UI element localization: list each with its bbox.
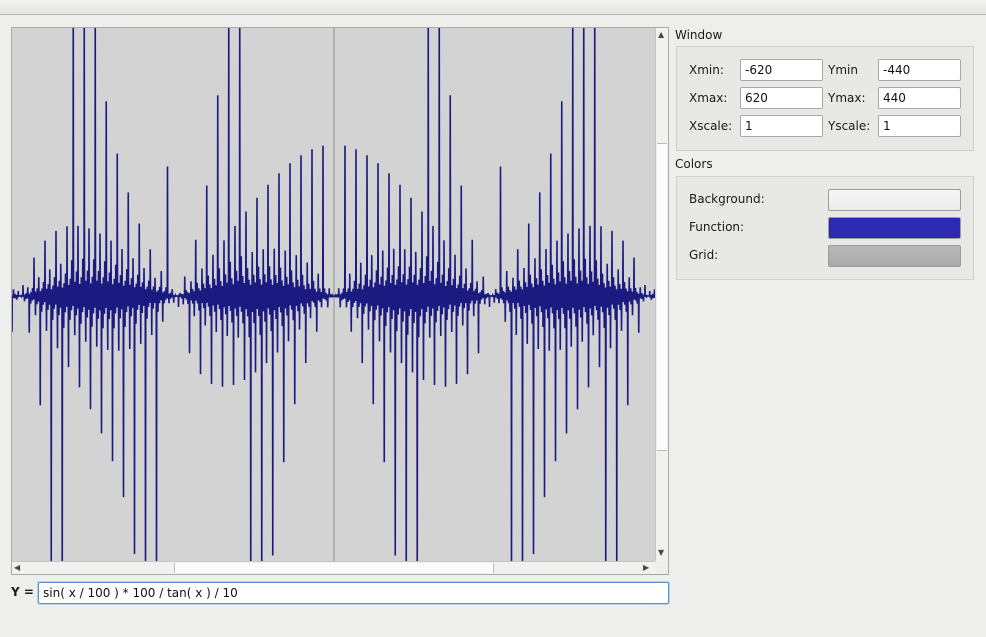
grid-color-button[interactable] bbox=[828, 245, 961, 267]
background-color-label: Background: bbox=[689, 192, 765, 206]
xmin-field[interactable] bbox=[740, 59, 823, 81]
xscale-field[interactable] bbox=[740, 115, 823, 137]
ymin-label: Ymin bbox=[828, 63, 858, 77]
function-color-label: Function: bbox=[689, 220, 745, 234]
window-titlebar bbox=[0, 0, 986, 15]
xmin-label: Xmin: bbox=[689, 63, 724, 77]
yscale-label: Yscale: bbox=[828, 119, 871, 133]
colors-section-title: Colors bbox=[675, 157, 713, 171]
horizontal-scrollbar[interactable]: ◀ ▶ bbox=[12, 561, 655, 574]
ymin-field[interactable] bbox=[878, 59, 961, 81]
ymax-label: Ymax: bbox=[828, 91, 866, 105]
vertical-scrollbar-thumb[interactable] bbox=[657, 143, 667, 451]
xscale-label: Xscale: bbox=[689, 119, 733, 133]
xmax-label: Xmax: bbox=[689, 91, 728, 105]
scroll-right-arrow-icon[interactable]: ▶ bbox=[643, 563, 650, 572]
colors-settings-group: Background: Function: Grid: bbox=[676, 176, 974, 280]
function-input-label: Y = bbox=[11, 585, 34, 599]
scroll-corner bbox=[655, 561, 668, 574]
function-color-button[interactable] bbox=[828, 217, 961, 239]
ymax-field[interactable] bbox=[878, 87, 961, 109]
yscale-field[interactable] bbox=[878, 115, 961, 137]
window-section-title: Window bbox=[675, 28, 723, 42]
function-series-line bbox=[12, 28, 655, 561]
scroll-down-arrow-icon[interactable]: ▼ bbox=[658, 548, 665, 557]
background-color-button[interactable] bbox=[828, 189, 961, 211]
function-input[interactable] bbox=[38, 582, 669, 604]
xmax-field[interactable] bbox=[740, 87, 823, 109]
scroll-up-arrow-icon[interactable]: ▲ bbox=[658, 30, 665, 39]
window-settings-group: Xmin: Ymin Xmax: Ymax: Xscale: Yscale: bbox=[676, 46, 974, 151]
vertical-scrollbar[interactable]: ▲ ▼ bbox=[655, 28, 668, 561]
plot-area: ▲ ▼ ◀ ▶ bbox=[11, 27, 669, 575]
grid-color-label: Grid: bbox=[689, 248, 719, 262]
horizontal-scrollbar-thumb[interactable] bbox=[174, 563, 494, 573]
function-graph bbox=[12, 28, 655, 561]
scroll-left-arrow-icon[interactable]: ◀ bbox=[14, 563, 21, 572]
